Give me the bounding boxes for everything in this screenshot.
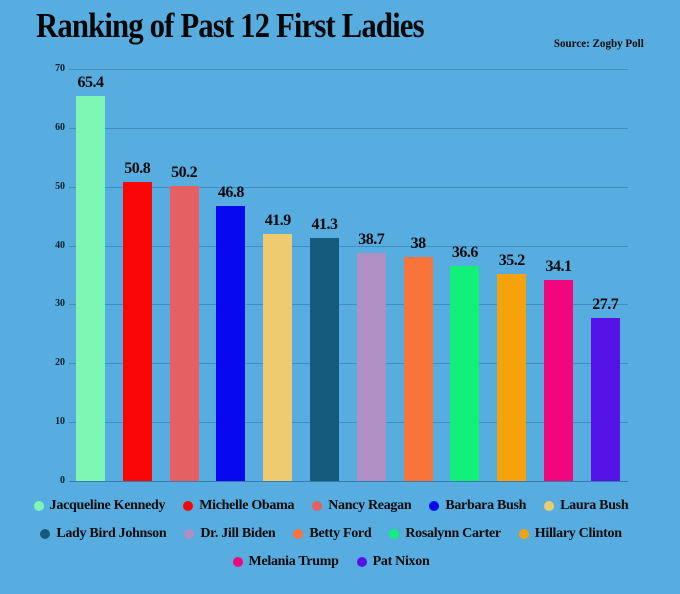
bar-jacqueline-kennedy: [76, 96, 105, 481]
bar-value-label: 38: [410, 235, 427, 253]
y-axis-tick-50: 50: [55, 180, 65, 192]
legend-label: Jacqueline Kennedy: [49, 498, 166, 513]
legend-label: Laura Bush: [560, 498, 629, 513]
legend-color-dot-icon: [293, 529, 304, 539]
bar-value-label: 41.3: [311, 215, 339, 233]
gridline-40: [69, 246, 628, 247]
legend-color-dot-icon: [389, 529, 400, 539]
legend-label: Barbara Bush: [445, 498, 527, 513]
legend-color-dot-icon: [518, 529, 529, 539]
bar-nancy-reagan: [169, 185, 199, 481]
legend-label: Hillary Clinton: [534, 526, 622, 541]
legend-color-dot-icon: [312, 501, 323, 511]
bar-value-label: 50.8: [124, 160, 151, 177]
bar-value-label: 38.7: [358, 231, 385, 249]
source-note: Source: Zogby Poll: [554, 36, 644, 50]
bar-pat-nixon: [590, 317, 620, 481]
bar-value-label: 35.2: [498, 251, 526, 269]
y-axis-tick-10: 10: [55, 415, 65, 427]
gridline-70: [69, 69, 628, 70]
legend-row-2: Lady Bird Johnson Dr. Jill Biden Betty For…: [31, 520, 630, 548]
legend-label: Dr. Jill Biden: [200, 526, 276, 541]
y-axis-tick-0: 0: [60, 474, 65, 486]
legend-item-dr-jill-biden: Dr. Jill Biden: [184, 526, 276, 542]
bar-rosalynn-carter: [450, 265, 480, 481]
bar-dr-jill-biden: [356, 253, 386, 481]
legend-color-dot-icon: [544, 501, 555, 511]
legend-color-dot-icon: [356, 557, 367, 567]
bar-michelle-obama: [122, 182, 152, 481]
gridline-50: [69, 187, 628, 188]
bar-value-label: 34.1: [545, 258, 573, 276]
legend-color-dot-icon: [232, 557, 243, 567]
legend-label: Lady Bird Johnson: [56, 526, 167, 541]
y-axis-tick-40: 40: [55, 239, 65, 251]
legend-item-michelle-obama: Michelle Obama: [183, 498, 294, 514]
bar-value-label: 50.2: [171, 163, 198, 181]
legend-item-pat-nixon: Pat Nixon: [356, 554, 430, 570]
gridline-20: [69, 363, 628, 364]
legend-item-jacqueline-kennedy: Jacqueline Kennedy: [33, 498, 166, 514]
legend-color-dot-icon: [184, 529, 195, 539]
legend-label: Nancy Reagan: [328, 498, 412, 513]
legend-label: Michelle Obama: [199, 498, 295, 513]
y-axis-tick-20: 20: [55, 356, 65, 368]
gridline-0: [69, 481, 628, 482]
gridline-10: [69, 422, 628, 423]
bar-value-label: 41.9: [264, 212, 292, 230]
bar-melania-trump: [544, 280, 573, 481]
bar-value-label: 65.4: [77, 74, 105, 92]
legend-item-hillary-clinton: Hillary Clinton: [518, 526, 622, 542]
gridline-30: [69, 304, 628, 305]
legend-item-barbara-bush: Barbara Bush: [429, 498, 526, 514]
y-axis-tick-70: 70: [55, 62, 65, 74]
legend-label: Melania Trump: [248, 554, 339, 569]
bar-value-label: 36.6: [451, 243, 479, 261]
y-axis-tick-30: 30: [55, 297, 65, 309]
legend-row-1: Jacqueline Kennedy Michelle Obama Nancy Re…: [25, 492, 638, 520]
gridline-60: [69, 128, 628, 129]
legend-label: Pat Nixon: [372, 554, 430, 569]
legend-color-dot-icon: [429, 501, 440, 511]
bar-value-label: 46.8: [217, 183, 245, 201]
y-axis-tick-60: 60: [55, 121, 65, 133]
bar-value-label: 27.7: [592, 295, 619, 313]
legend-item-laura-bush: Laura Bush: [544, 498, 629, 514]
legend-color-dot-icon: [183, 501, 194, 511]
legend-item-rosalynn-carter: Rosalynn Carter: [389, 526, 501, 542]
bar-betty-ford: [403, 257, 433, 481]
bar-lady-bird-johnson: [310, 237, 339, 481]
bar-laura-bush: [263, 234, 293, 481]
legend-color-dot-icon: [33, 501, 44, 511]
legend-item-betty-ford: Betty Ford: [293, 526, 372, 542]
legend-color-dot-icon: [40, 529, 51, 539]
legend-label: Betty Ford: [309, 526, 372, 541]
legend-item-nancy-reagan: Nancy Reagan: [312, 498, 412, 514]
chart-legend: Jacqueline Kennedy Michelle Obama Nancy Re…: [0, 492, 662, 576]
legend-label: Rosalynn Carter: [405, 526, 501, 541]
legend-item-melania-trump: Melania Trump: [232, 554, 339, 570]
legend-item-lady-bird-johnson: Lady Bird Johnson: [40, 526, 167, 542]
legend-row-3: Melania Trump Pat Nixon: [224, 548, 439, 576]
bar-barbara-bush: [216, 205, 246, 481]
chart-title: Ranking of Past 12 First Ladies: [36, 6, 425, 45]
bar-hillary-clinton: [497, 273, 527, 481]
